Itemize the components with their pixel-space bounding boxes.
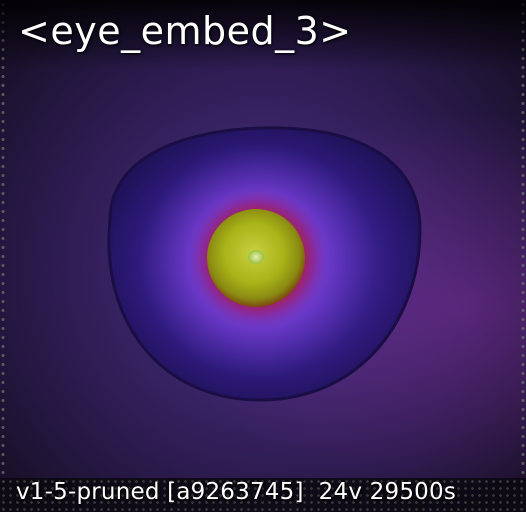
left-edge-dots bbox=[0, 0, 6, 512]
model-name: v1-5-pruned bbox=[16, 479, 160, 505]
top-shade bbox=[0, 0, 526, 70]
right-edge-dots bbox=[520, 0, 526, 512]
bottom-strip bbox=[0, 478, 526, 512]
model-hash: [a9263745] bbox=[167, 479, 304, 505]
pupil-glint bbox=[248, 250, 264, 264]
image-title: <eye_embed_3> bbox=[18, 9, 352, 53]
generation-info: 24v 29500s bbox=[318, 479, 457, 505]
image-footer: v1-5-pruned [a9263745] 24v 29500s bbox=[16, 478, 456, 506]
